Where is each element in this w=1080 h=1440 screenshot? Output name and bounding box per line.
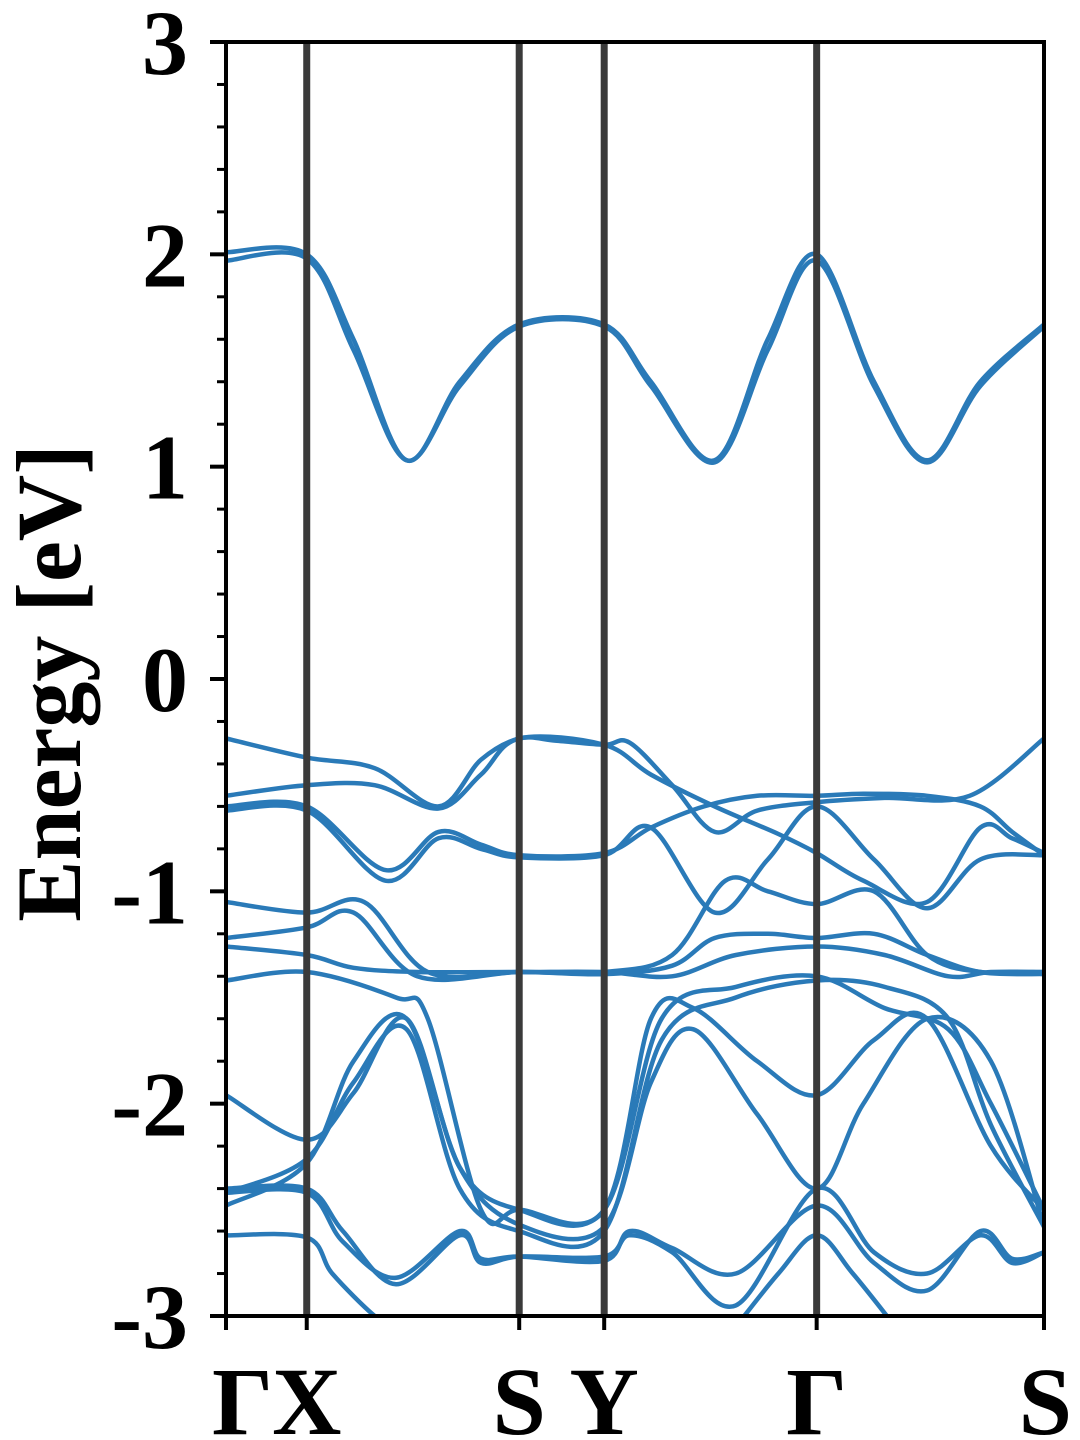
band-line-13	[226, 1011, 1044, 1242]
band-line-16	[226, 1231, 379, 1316]
y-tick-label-2: 2	[142, 204, 188, 306]
band-line-7	[226, 875, 1044, 980]
band-line-15	[226, 1186, 1044, 1294]
x-axis-ticks: ΓX S Y Γ S	[212, 1316, 1072, 1440]
y-tick-label-6: -2	[111, 1054, 188, 1156]
band-line-2	[226, 250, 1044, 465]
band-line-3	[226, 735, 1044, 835]
band-line-6	[226, 803, 1044, 916]
y-axis-title: Energy [eV]	[0, 444, 100, 922]
y-axis-ticks: 3 2 1 0 -1 -2 -3	[111, 0, 226, 1368]
y-tick-label-7: -3	[111, 1266, 188, 1368]
band-line-8	[226, 908, 1044, 983]
band-lines	[226, 245, 1044, 1316]
y-tick-label-5: -1	[111, 841, 188, 943]
x-tick-label-3: S	[493, 1348, 546, 1440]
x-tick-label-1: Γ	[212, 1348, 273, 1440]
x-tick-label-5: Γ	[786, 1348, 847, 1440]
x-tick-label-4: Y	[570, 1348, 639, 1440]
kpoint-lines	[303, 42, 821, 1316]
band-line-1	[226, 245, 1044, 463]
band-line-10	[226, 969, 1044, 1227]
x-tick-label-6: S	[1019, 1348, 1072, 1440]
band-line-9	[226, 944, 1044, 980]
y-tick-label-3: 1	[142, 417, 188, 519]
band-line-4	[226, 734, 1044, 907]
y-tick-label-1: 3	[142, 0, 188, 94]
y-tick-label-4: 0	[142, 629, 188, 731]
band-line-11	[226, 973, 1044, 1228]
x-tick-label-2: X	[272, 1348, 341, 1440]
plot-frame	[224, 40, 1046, 1318]
